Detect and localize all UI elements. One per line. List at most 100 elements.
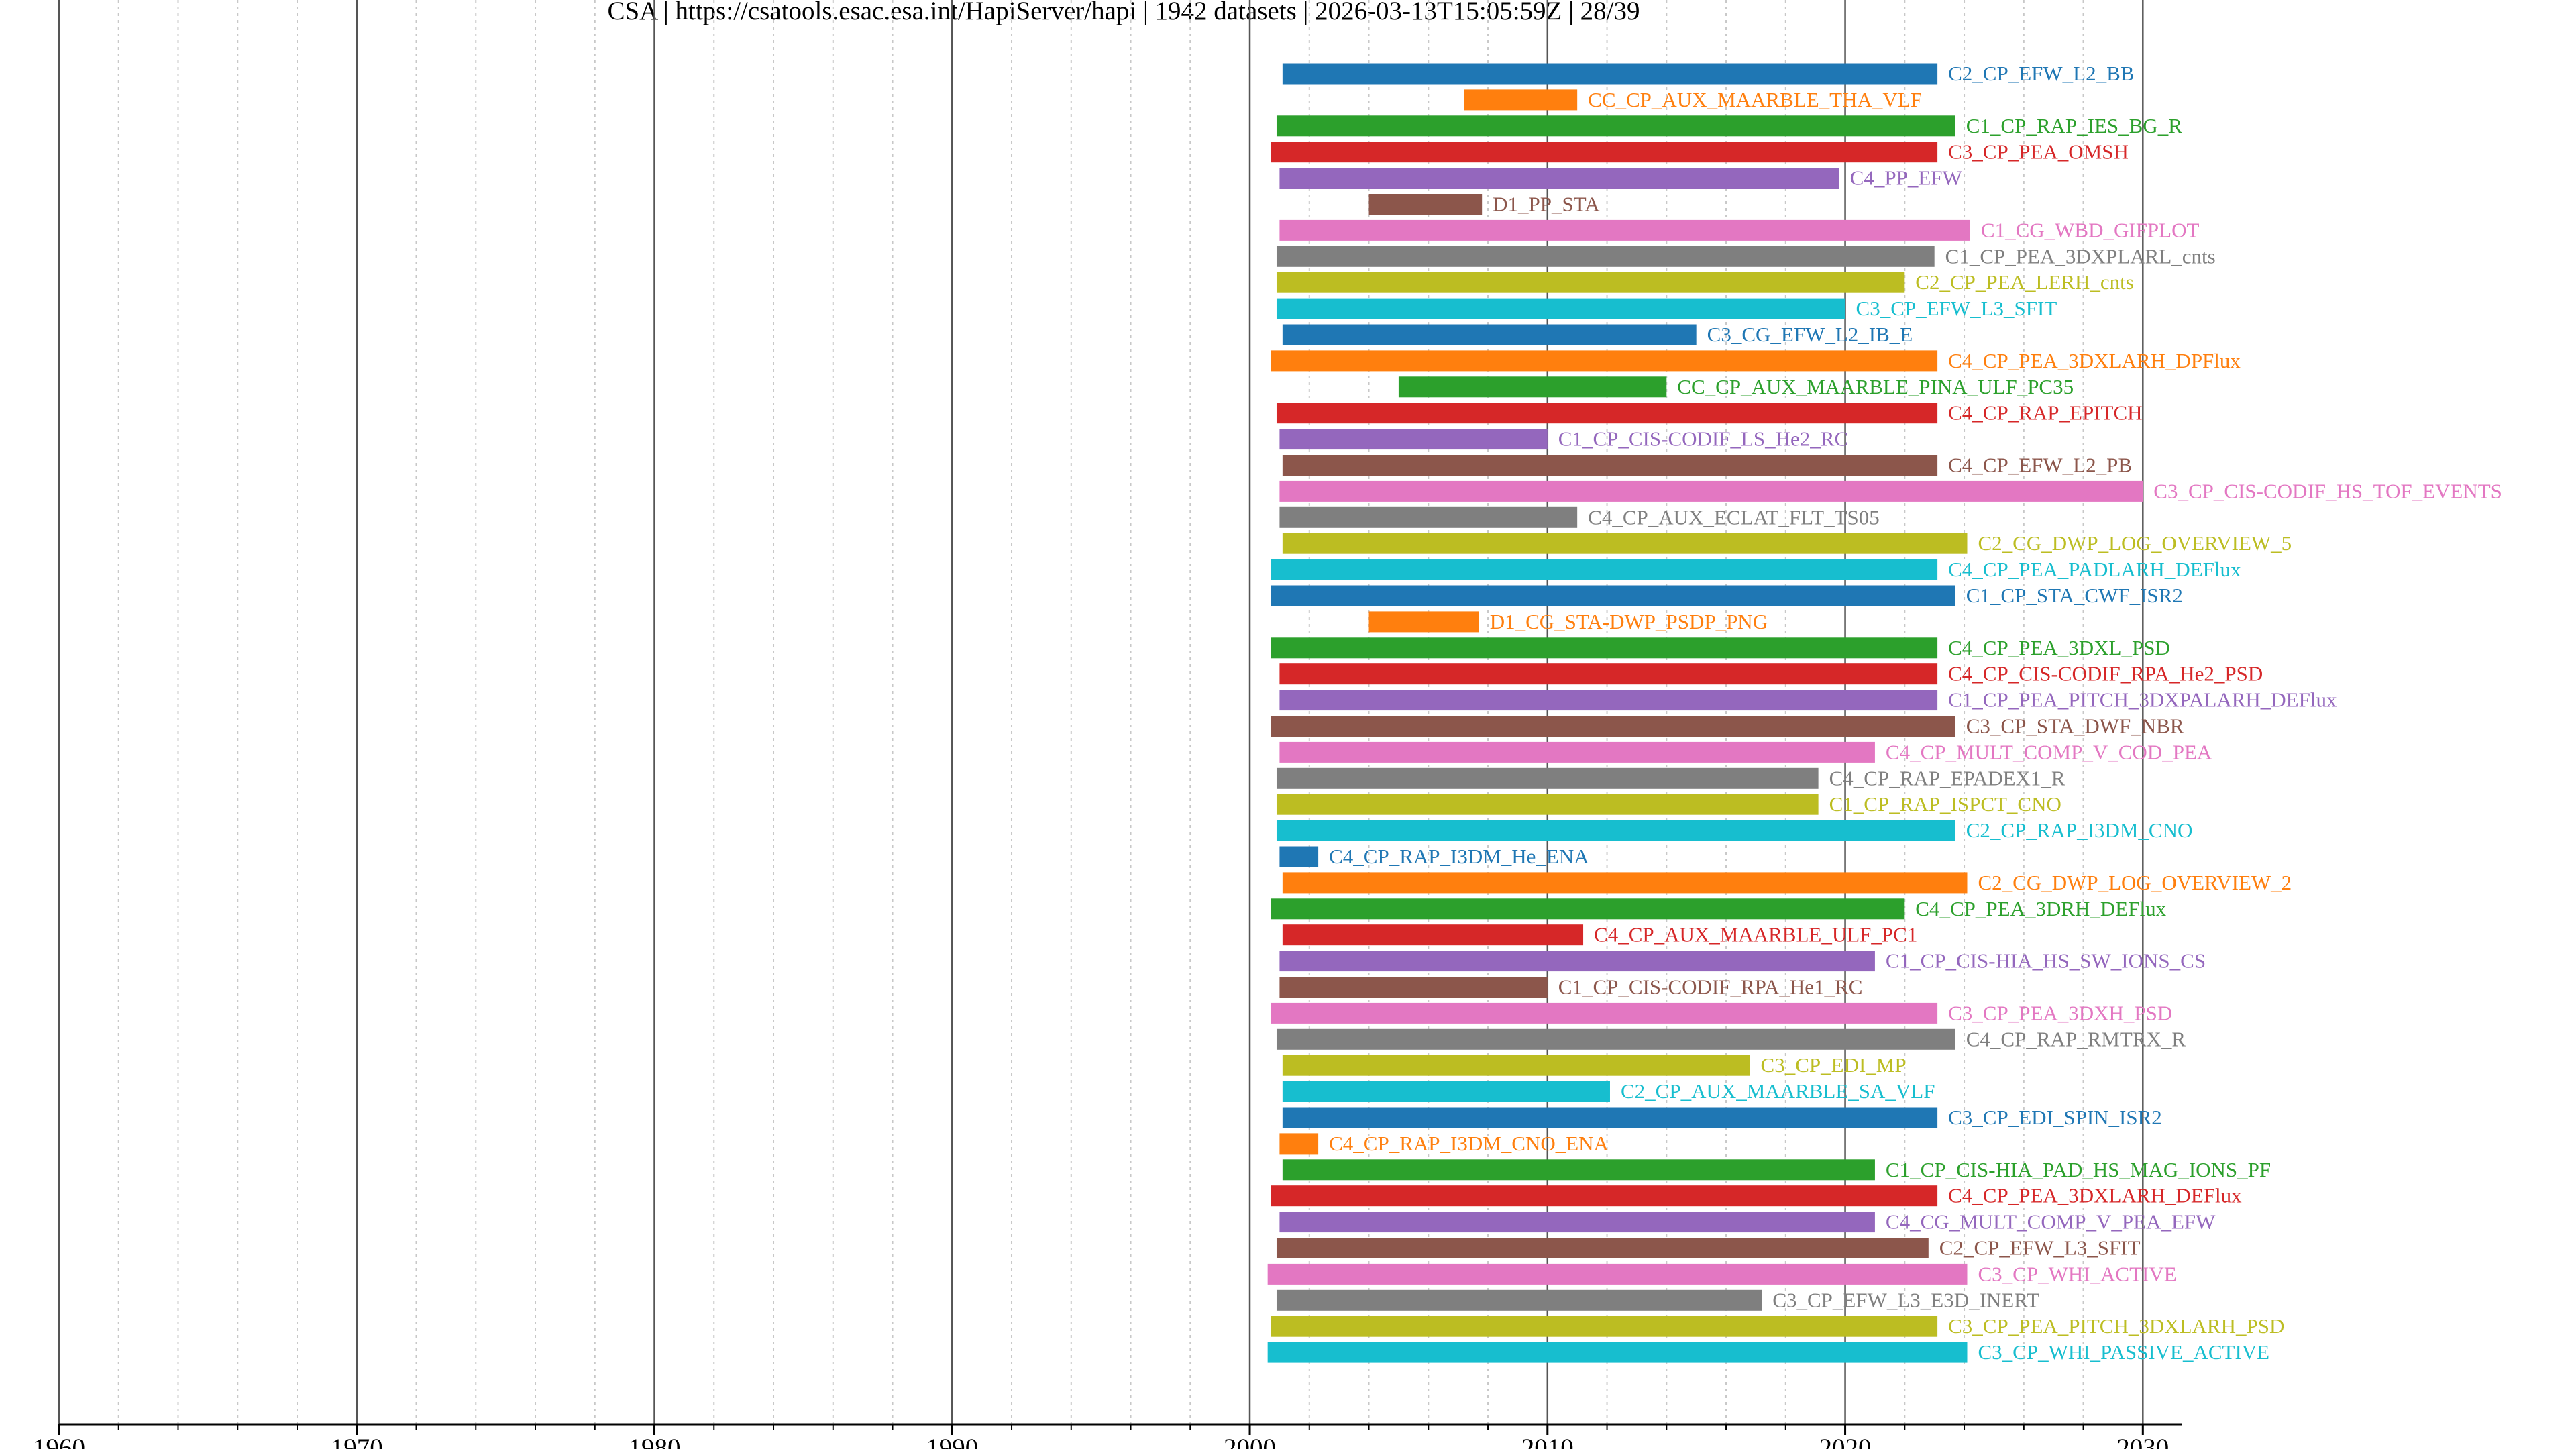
dataset-label: C4_CP_PEA_3DXL_PSD	[1948, 636, 2170, 659]
dataset-bar	[1282, 1159, 1875, 1181]
minor-gridlines	[117, 0, 2084, 1424]
dataset-bar	[1271, 637, 1938, 659]
dataset-label: C4_CP_CIS-CODIF_RPA_He2_PSD	[1948, 662, 2263, 686]
x-axis: 1960 1970 1980 1990 2000 2010 2020 2030	[33, 1423, 2182, 1449]
dataset-label: C3_CP_PEA_OMSH	[1948, 140, 2129, 164]
dataset-bar	[1279, 429, 1548, 450]
dataset-label: C4_CP_AUX_MAARBLE_ULF_PC1	[1594, 923, 1917, 947]
dataset-label: C1_CP_RAP_IES_BG_R	[1966, 114, 2182, 138]
dataset-label: C4_CG_MULT_COMP_V_PEA_EFW	[1886, 1210, 2216, 1234]
dataset-bar	[1282, 533, 1968, 554]
dataset-bar	[1282, 455, 1938, 476]
dataset-bar	[1279, 977, 1548, 998]
dataset-label: CC_CP_AUX_MAARBLE_PINA_ULF_PC35	[1677, 375, 2074, 398]
dataset-label: C4_CP_AUX_ECLAT_FLT_TS05	[1588, 505, 1880, 529]
dataset-label: D1_CG_STA-DWP_PSDP_PNG	[1490, 610, 1768, 633]
dataset-bar	[1276, 767, 1819, 789]
dataset-bar	[1276, 1028, 1955, 1050]
dataset-bar	[1279, 506, 1578, 528]
x-tick-label: 1960	[33, 1434, 85, 1449]
dataset-bar	[1271, 1316, 1938, 1337]
dataset-label: C3_CP_EDI_MP	[1761, 1053, 1907, 1077]
dataset-bar	[1282, 924, 1584, 946]
dataset-bar	[1279, 1133, 1319, 1155]
dataset-label: C1_CP_CIS-HIA_HS_SW_IONS_CS	[1886, 949, 2206, 973]
dataset-bar	[1271, 585, 1955, 606]
dataset-bar	[1398, 376, 1667, 398]
dataset-label: C3_CP_EFW_L3_E3D_INERT	[1772, 1288, 2039, 1311]
dataset-label: C4_PP_EFW	[1850, 166, 1963, 190]
dataset-bar	[1282, 1107, 1938, 1128]
dataset-bar	[1279, 168, 1839, 189]
dataset-label: C1_CP_CIS-HIA_PAD_HS_MAG_IONS_PF	[1886, 1158, 2271, 1181]
dataset-label: C2_CP_PEA_LERH_cnts	[1915, 270, 2134, 294]
dataset-label: C3_CP_STA_DWF_NBR	[1966, 714, 2184, 738]
dataset-label: D1_PP_STA	[1493, 193, 1600, 216]
dataset-label: C2_CP_RAP_I3DM_CNO	[1966, 818, 2193, 842]
x-tick-label: 2020	[1819, 1434, 1872, 1449]
dataset-label: C3_CP_CIS-CODIF_HS_TOF_EVENTS	[2153, 479, 2502, 502]
dataset-bar	[1279, 690, 1938, 711]
chart-title: CSA | https://csatools.esac.esa.int/Hapi…	[607, 0, 1640, 25]
dataset-label: C4_CP_RAP_I3DM_CNO_ENA	[1329, 1132, 1609, 1155]
dataset-bar	[1276, 794, 1819, 815]
dataset-label: C4_CP_PEA_3DRH_DEFlux	[1915, 897, 2166, 920]
dataset-label: C3_CP_PEA_3DXH_PSD	[1948, 1001, 2172, 1024]
dataset-label: C1_CP_CIS-CODIF_LS_He2_RC	[1558, 427, 1848, 451]
x-tick-label: 2010	[1521, 1434, 1574, 1449]
x-tick-label: 1990	[926, 1434, 978, 1449]
dataset-label: C1_CP_PEA_PITCH_3DXPALARH_DEFlux	[1948, 688, 2337, 712]
x-tick-label: 2000	[1224, 1434, 1276, 1449]
x-tick-label: 2030	[2116, 1434, 2169, 1449]
dataset-label: C1_CP_STA_CWF_ISR2	[1966, 584, 2183, 607]
dataset-bar	[1282, 1081, 1610, 1102]
dataset-label: C3_CP_EFW_L3_SFIT	[1856, 297, 2057, 320]
dataset-bar	[1276, 115, 1955, 137]
x-tick-label: 1980	[629, 1434, 681, 1449]
dataset-label: C4_CP_MULT_COMP_V_COD_PEA	[1886, 740, 2212, 763]
dataset-bar	[1368, 194, 1483, 215]
dataset-bar	[1282, 63, 1938, 85]
dataset-bar	[1279, 663, 1938, 685]
dataset-bar	[1276, 402, 1938, 424]
dataset-bar	[1282, 1055, 1750, 1076]
dataset-bar	[1271, 716, 1955, 737]
dataset-bar	[1267, 1263, 1968, 1285]
dataset-bar	[1271, 1185, 1938, 1207]
dataset-label: C4_CP_PEA_3DXLARH_DPFlux	[1948, 349, 2241, 372]
dataset-label: C4_CP_RAP_RMTRX_R	[1966, 1027, 2186, 1051]
dataset-bar	[1279, 846, 1319, 867]
dataset-bar	[1271, 559, 1938, 580]
dataset-bar	[1271, 1002, 1938, 1024]
major-gridlines	[58, 0, 2144, 1424]
dataset-label: C3_CP_EDI_SPIN_ISR2	[1948, 1106, 2162, 1129]
dataset-bar	[1271, 142, 1938, 163]
dataset-label: C2_CG_DWP_LOG_OVERVIEW_5	[1978, 531, 2292, 555]
dataset-bar	[1276, 1289, 1762, 1311]
dataset-label: C1_CG_WBD_GIFPLOT	[1981, 218, 2200, 241]
dataset-labels: C2_CP_EFW_L2_BB CC_CP_AUX_MAARBLE_THA_VLF…	[1329, 62, 2502, 1364]
dataset-label: C4_CP_RAP_EPADEX1_R	[1829, 766, 2065, 790]
dataset-bar	[1267, 1342, 1968, 1363]
dataset-label: C1_CP_CIS-CODIF_RPA_He1_RC	[1558, 975, 1863, 999]
dataset-label: C2_CP_EFW_L2_BB	[1948, 62, 2134, 85]
dataset-bar	[1279, 1212, 1875, 1233]
dataset-label: C1_CP_RAP_ISPCT_CNO	[1829, 792, 2061, 816]
dataset-label: C4_CP_EFW_L2_PB	[1948, 453, 2132, 477]
dataset-bar	[1279, 951, 1875, 972]
dataset-bar	[1282, 872, 1968, 894]
dataset-label: C1_CP_PEA_3DXPLARL_cnts	[1945, 244, 2216, 268]
dataset-bar	[1282, 324, 1697, 345]
dataset-label: C2_CP_EFW_L3_SFIT	[1939, 1236, 2141, 1260]
dataset-label: C4_CP_RAP_EPITCH	[1948, 401, 2142, 425]
dataset-label: C3_CG_EFW_L2_IB_E	[1707, 323, 1913, 346]
dataset-label: C2_CG_DWP_LOG_OVERVIEW_2	[1978, 871, 2292, 894]
dataset-bar	[1276, 272, 1905, 293]
dataset-label: C2_CP_AUX_MAARBLE_SA_VLF	[1621, 1079, 1935, 1103]
dataset-bar	[1368, 611, 1479, 633]
dataset-bar	[1464, 89, 1578, 111]
dataset-bar	[1276, 820, 1955, 841]
dataset-label: C3_CP_WHI_PASSIVE_ACTIVE	[1978, 1340, 2269, 1364]
dataset-label: C4_CP_PEA_PADLARH_DEFlux	[1948, 557, 2241, 581]
